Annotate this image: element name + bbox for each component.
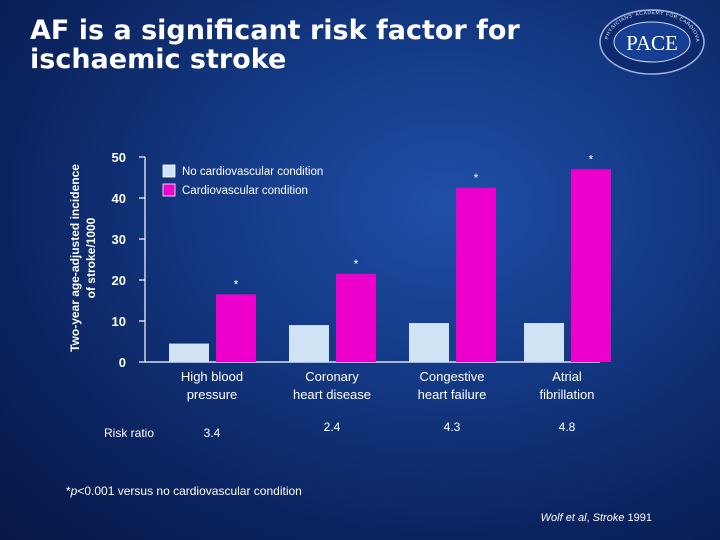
bar-no-cv-3 — [409, 323, 449, 362]
chart-labels: * High blood pressure 3.4 * Coronary heart dis… — [104, 152, 594, 440]
x-category-label: fibrillation — [540, 387, 595, 402]
citation-journal: Stroke — [592, 512, 625, 524]
y-tick-label: 50 — [112, 150, 126, 165]
significance-marker: * — [474, 171, 479, 185]
chart-legend: No cardiovascular condition Cardiovascula… — [162, 164, 323, 197]
significance-marker: * — [589, 152, 594, 166]
bar-cv-2 — [336, 273, 376, 362]
footnote-asterisk: * — [66, 484, 71, 498]
footnote: *p<0.001 versus no cardiovascular condit… — [66, 484, 302, 498]
logo-text: PACE — [626, 31, 678, 55]
bar-cv-3 — [456, 187, 496, 362]
legend-swatch-2 — [162, 183, 176, 197]
risk-ratio-label: Risk ratio — [104, 426, 154, 440]
bar-no-cv-4 — [524, 323, 564, 362]
risk-ratio-value: 2.4 — [324, 420, 341, 434]
pace-logo: PHYSICIANS' ACADEMY FOR CARDIOVASCULAR E… — [592, 6, 705, 75]
y-tick-label: 10 — [112, 314, 126, 329]
bar-cv-1 — [216, 294, 256, 362]
bar-cv-4 — [571, 169, 611, 362]
legend-swatch-1 — [162, 164, 176, 178]
legend-label-2: Cardiovascular condition — [182, 185, 308, 197]
slide-title: AF is a significant risk factor for isch… — [30, 15, 520, 75]
x-category-label: Coronary — [305, 369, 359, 384]
bar-no-cv-2 — [289, 325, 329, 362]
bar-no-cv-1 — [169, 343, 209, 362]
x-category-label: High blood — [181, 369, 243, 384]
y-tick-label: 20 — [112, 273, 126, 288]
risk-ratio-value: 4.8 — [559, 420, 576, 434]
risk-ratio-value: 3.4 — [204, 426, 221, 440]
significance-marker: * — [234, 277, 239, 291]
x-category-label: pressure — [187, 387, 238, 402]
citation: Wolf et al, Stroke 1991 — [540, 512, 652, 524]
x-category-label: heart disease — [293, 387, 371, 402]
y-axis-label-line2: of stroke/1000 — [84, 217, 98, 298]
legend-label-1: No cardiovascular condition — [182, 166, 323, 178]
footnote-text: <0.001 versus no cardiovascular conditio… — [77, 484, 302, 498]
y-tick-label: 0 — [119, 355, 126, 370]
risk-ratio-value: 4.3 — [444, 420, 461, 434]
y-tick-label: 30 — [112, 232, 126, 247]
significance-marker: * — [354, 257, 359, 271]
citation-authors: Wolf et al — [540, 512, 587, 524]
footnote-p: p — [70, 484, 78, 498]
citation-year: 1991 — [627, 512, 652, 524]
x-category-label: Congestive — [419, 369, 484, 384]
y-tick-label: 40 — [112, 191, 126, 206]
chart-bars — [169, 169, 611, 362]
y-axis-label-line1: Two-year age-adjusted incidence — [68, 164, 82, 352]
x-category-label: Atrial — [552, 369, 582, 384]
x-category-label: heart failure — [418, 387, 487, 402]
